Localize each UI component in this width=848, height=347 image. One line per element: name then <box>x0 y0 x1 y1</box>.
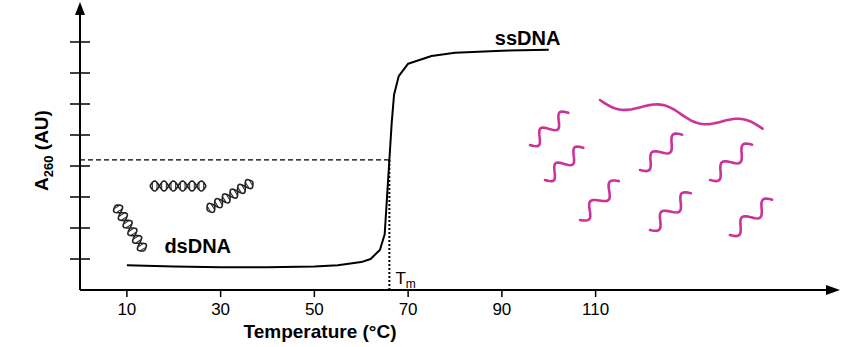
helix-rung <box>157 183 158 189</box>
x-axis-arrow <box>826 285 840 295</box>
helix-rung <box>219 199 222 204</box>
y-axis-title: A260 (AU) <box>31 110 56 191</box>
helix-rung <box>141 247 146 250</box>
helix <box>150 181 206 191</box>
helix-rung <box>119 213 124 216</box>
x-axis-line <box>80 289 830 291</box>
helix-rung <box>129 228 134 231</box>
y-axis-line <box>79 11 81 290</box>
ssdna-strand <box>706 140 756 185</box>
ssdna-strand <box>646 189 695 235</box>
y-tick <box>70 103 90 105</box>
annotation-label: dsDNA <box>164 235 231 257</box>
x-tick <box>314 290 316 297</box>
chart: 10 30 50 70 90 110 Temperature (°C) A260 (AU) ss… <box>0 0 848 347</box>
helix-rung <box>249 180 252 185</box>
helix-rung <box>124 221 129 224</box>
ssdna-strand <box>599 94 764 134</box>
helix-rung <box>180 183 181 189</box>
x-tick-label: 110 <box>582 300 609 319</box>
helix-strand <box>111 202 148 253</box>
helix-rung <box>133 236 138 239</box>
y-tick <box>70 196 90 198</box>
ssdna-strand <box>541 143 587 184</box>
y-title-sub: 260 <box>41 155 56 177</box>
helix-rung <box>238 187 241 192</box>
helix-rung <box>175 183 176 189</box>
guide-horizontal <box>80 159 389 160</box>
ssdna-strand <box>526 108 572 149</box>
helix-strand <box>150 181 206 191</box>
x-tick-label: 70 <box>399 300 418 319</box>
x-tick <box>501 290 503 297</box>
helix-rung <box>215 202 218 207</box>
helix-rung <box>114 205 119 208</box>
y-tick <box>70 258 90 260</box>
helix-strand <box>204 177 255 214</box>
x-tick-label: 90 <box>492 300 511 319</box>
x-tick <box>220 290 222 297</box>
y-tick <box>70 134 90 136</box>
x-tick <box>595 290 597 297</box>
ssdna-strand <box>636 130 686 175</box>
ssdna-strand <box>576 177 623 224</box>
axes: 10 30 50 70 90 110 <box>70 2 840 319</box>
annotations: ssDNA dsDNA Tm <box>80 27 560 291</box>
helix-rung <box>121 217 126 220</box>
y-tick <box>70 165 90 167</box>
melting-curve <box>127 50 549 268</box>
helix-rung <box>207 207 210 212</box>
annotation-sub: m <box>406 277 416 291</box>
helix-rung <box>227 195 230 200</box>
helix-rung <box>138 244 143 247</box>
y-tick <box>70 41 90 43</box>
annotation-main: T <box>395 269 405 288</box>
helix-rung <box>161 183 162 189</box>
helix-rung <box>242 185 245 190</box>
helix-rung <box>126 225 131 228</box>
helix-rung <box>203 183 204 189</box>
helix-rung <box>199 183 200 189</box>
helix-strand <box>150 181 206 191</box>
helix-strand <box>111 202 148 253</box>
y-title-part: A <box>31 177 52 191</box>
annotation-label: Tm <box>395 269 415 291</box>
helix-rung <box>189 183 190 189</box>
y-title-part: (AU) <box>31 110 52 155</box>
helix-rung <box>117 209 122 212</box>
helix <box>204 177 255 214</box>
helix <box>111 202 148 253</box>
helix-strand <box>204 177 255 214</box>
helix-rung <box>166 183 167 189</box>
ssdna-strand <box>726 195 776 240</box>
x-tick-label: 30 <box>211 300 230 319</box>
helix-rung <box>185 183 186 189</box>
helix-rung <box>194 183 195 189</box>
helix-rung <box>246 183 249 188</box>
helix-rung <box>131 232 136 235</box>
helix-rung <box>136 240 141 243</box>
x-tick <box>126 290 128 297</box>
helix-rung <box>234 190 237 195</box>
y-axis-arrow <box>75 2 85 15</box>
plot-area <box>127 50 549 268</box>
helix-rung <box>211 204 214 209</box>
helix-rung <box>152 183 153 189</box>
y-tick <box>70 227 90 229</box>
helix-rung <box>223 197 226 202</box>
x-axis-title: Temperature (°C) <box>244 321 397 342</box>
x-tick-label: 50 <box>305 300 324 319</box>
y-tick <box>70 72 90 74</box>
x-tick-label: 10 <box>117 300 136 319</box>
helix-rung <box>230 192 233 197</box>
x-tick <box>407 290 409 297</box>
helix-rung <box>171 183 172 189</box>
annotation-label: ssDNA <box>495 27 561 49</box>
